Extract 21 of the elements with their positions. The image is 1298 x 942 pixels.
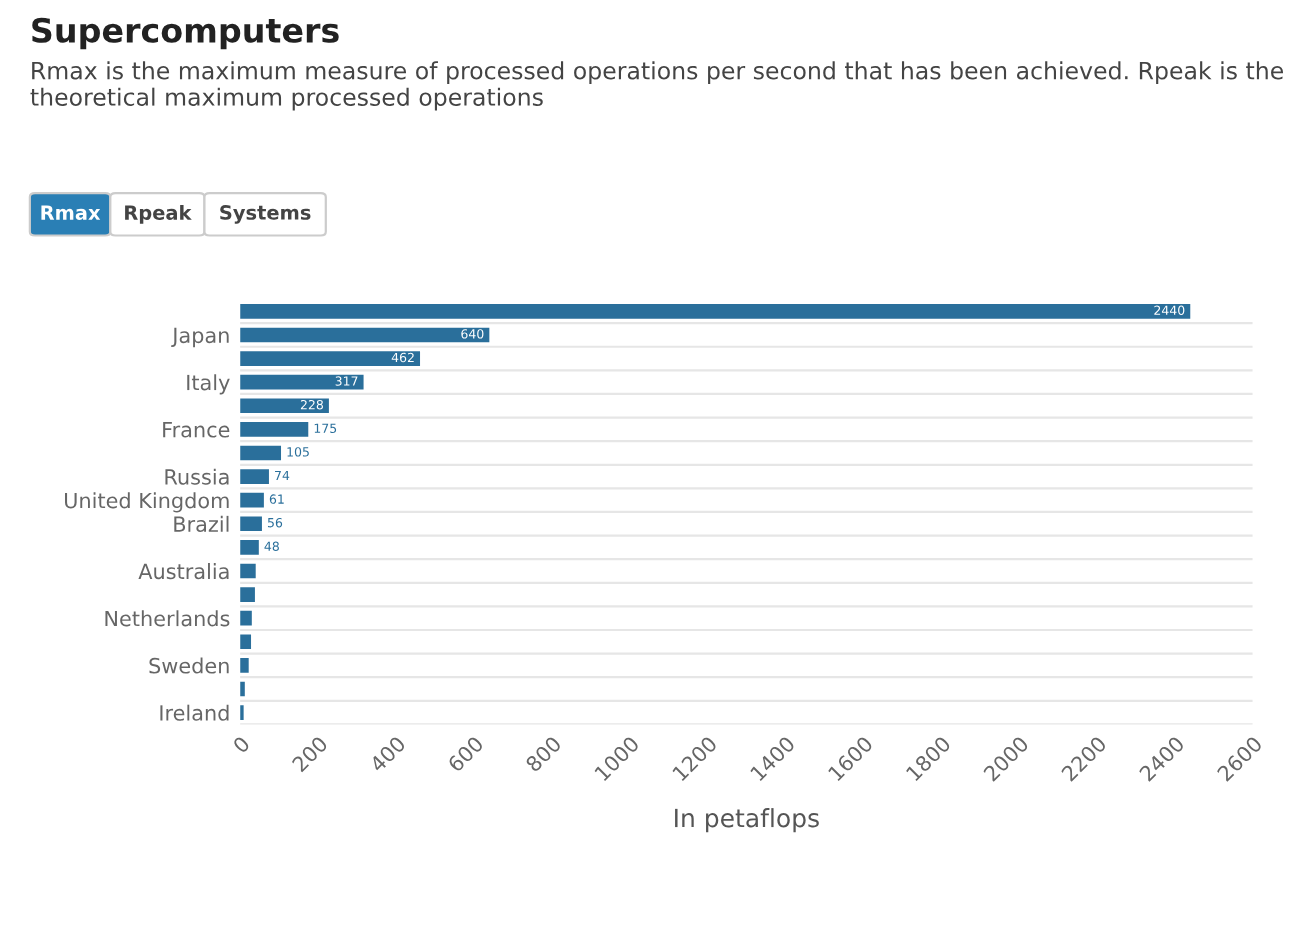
chart-subtitle: Rmax is the maximum measure of processed operations per second that has been achieved. Rpeak is the theoretical maximum processed operations: [30, 61, 1284, 111]
x-tick-label: 600: [446, 735, 485, 773]
y-tick-label: Italy: [187, 374, 230, 395]
chart-title: Supercomputers: [32, 17, 339, 50]
y-tick-label: Australia: [138, 563, 229, 580]
y-tick-label: Sweden: [149, 657, 229, 674]
y-tick-label: Russia: [165, 468, 229, 485]
text: Rmax: [41, 205, 101, 220]
y-tick-label: France: [163, 422, 230, 438]
x-tick-label: 400: [368, 735, 407, 773]
y-tick-label: Netherlands: [105, 610, 230, 627]
x-tick-label: 800: [524, 735, 563, 773]
y-tick-label: Ireland: [160, 704, 229, 721]
y-tick-label: Brazil: [174, 515, 229, 532]
x-tick-label: 200: [291, 735, 329, 773]
y-tick-label: United Kingdom: [65, 492, 229, 513]
x-tick-label: 0: [231, 735, 251, 754]
text: Rpeak: [125, 204, 192, 224]
x-axis-title: In petaflops: [675, 808, 819, 833]
text: Systems: [220, 205, 311, 224]
y-tick-label: Japan: [171, 327, 229, 348]
